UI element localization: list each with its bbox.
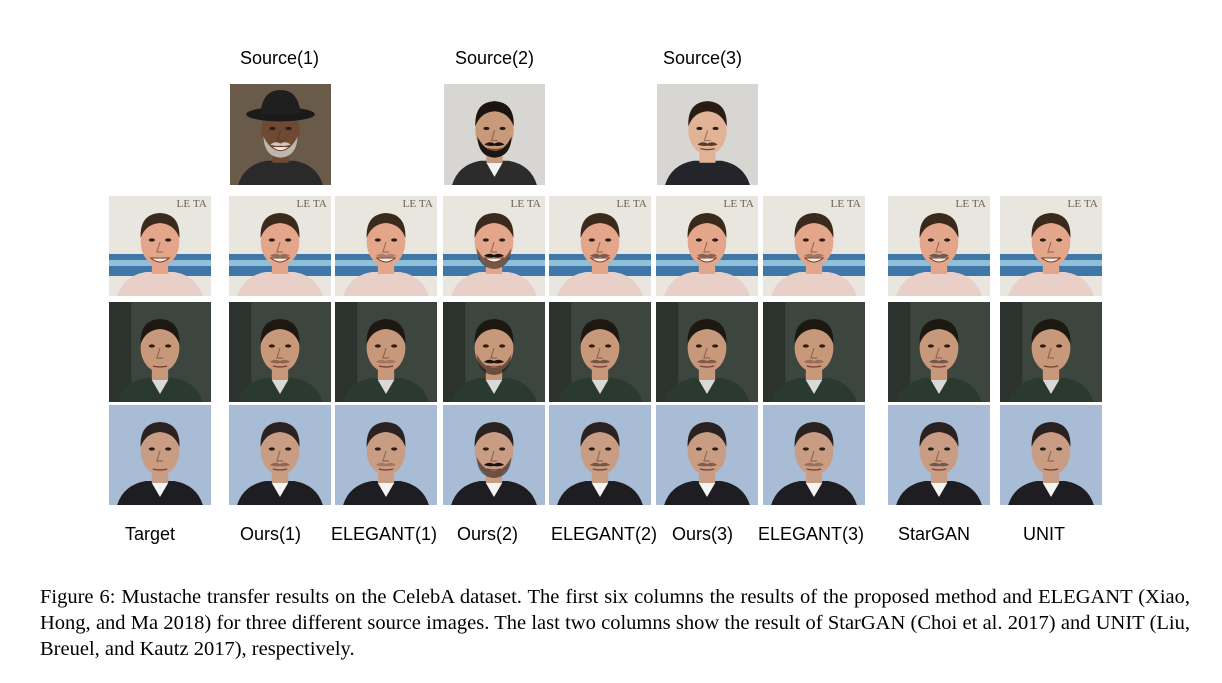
result-image-row-2-elegant-3	[763, 302, 865, 402]
result-image-row-2-stargan	[888, 302, 990, 402]
column-label-ours-3: Ours(3)	[672, 524, 734, 544]
sign-text: LE TA	[403, 198, 433, 210]
source-image-3	[657, 84, 758, 185]
result-image-row-3-elegant-3	[763, 405, 865, 505]
result-image-row-1-unit: LE TA	[1000, 196, 1102, 296]
result-image-row-1-ours-3: LE TA	[656, 196, 758, 296]
source-2-label: Source(2)	[455, 48, 535, 68]
sign-text: LE TA	[724, 198, 754, 210]
source-image-1	[230, 84, 331, 185]
source-1-label: Source(1)	[240, 48, 320, 68]
result-image-row-3-elegant-2	[549, 405, 651, 505]
sign-text: LE TA	[297, 198, 327, 210]
result-image-row-3-ours-3	[656, 405, 758, 505]
source-image-2	[444, 84, 545, 185]
result-image-row-3-elegant-1	[335, 405, 437, 505]
result-image-row-3-unit	[1000, 405, 1102, 505]
result-image-row-3-stargan	[888, 405, 990, 505]
result-image-row-2-ours-3	[656, 302, 758, 402]
result-image-row-2-ours-1	[229, 302, 331, 402]
column-label-ours-1: Ours(1)	[240, 524, 302, 544]
sign-text: LE TA	[831, 198, 861, 210]
result-image-row-3-ours-2	[443, 405, 545, 505]
sign-text: LE TA	[956, 198, 986, 210]
result-image-row-1-ours-1: LE TA	[229, 196, 331, 296]
sign-text: LE TA	[1068, 198, 1098, 210]
result-image-row-2-elegant-2	[549, 302, 651, 402]
column-label-elegant-3: ELEGANT(3)	[758, 524, 865, 544]
result-image-row-1-target: LE TA	[109, 196, 211, 296]
result-image-row-2-target	[109, 302, 211, 402]
result-image-row-1-elegant-2: LE TA	[549, 196, 651, 296]
sign-text: LE TA	[617, 198, 647, 210]
result-image-row-2-unit	[1000, 302, 1102, 402]
result-image-row-1-ours-2: LE TA	[443, 196, 545, 296]
column-label-elegant-2: ELEGANT(2)	[551, 524, 658, 544]
result-image-row-1-elegant-3: LE TA	[763, 196, 865, 296]
result-image-row-3-target	[109, 405, 211, 505]
column-label-target: Target	[125, 524, 176, 544]
column-label-unit: UNIT	[1023, 524, 1065, 544]
result-image-row-2-ours-2	[443, 302, 545, 402]
column-label-ours-2: Ours(2)	[457, 524, 519, 544]
figure-caption: Figure 6: Mustache transfer results on t…	[40, 586, 1190, 660]
column-label-stargan: StarGAN	[898, 524, 971, 544]
source-3-label: Source(3)	[663, 48, 743, 68]
sign-text: LE TA	[511, 198, 541, 210]
sign-text: LE TA	[177, 198, 207, 210]
result-image-row-3-ours-1	[229, 405, 331, 505]
result-image-row-2-elegant-1	[335, 302, 437, 402]
column-label-elegant-1: ELEGANT(1)	[331, 524, 438, 544]
result-image-row-1-elegant-1: LE TA	[335, 196, 437, 296]
result-image-row-1-stargan: LE TA	[888, 196, 990, 296]
